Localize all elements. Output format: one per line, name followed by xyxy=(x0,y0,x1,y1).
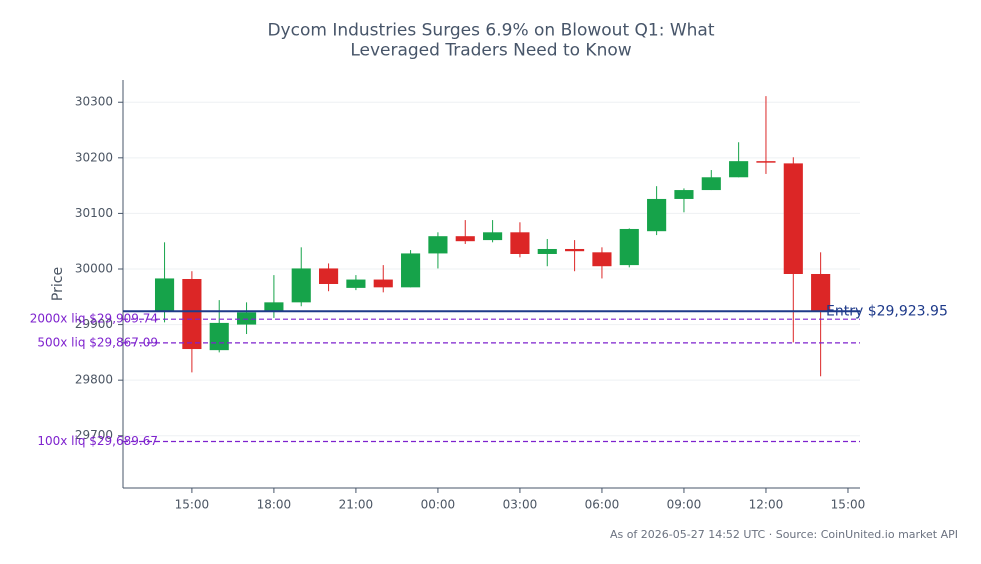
chart-title: Dycom Industries Surges 6.9% on Blowout … xyxy=(267,20,714,60)
y-tick-label: 30300 xyxy=(75,95,113,109)
x-tick-label: 21:00 xyxy=(339,498,374,512)
candle-body xyxy=(264,302,284,312)
candle-body xyxy=(783,163,803,274)
candle-body xyxy=(154,278,175,312)
candle-body xyxy=(401,253,421,288)
candle-body xyxy=(346,279,366,288)
x-tick-label: 15:00 xyxy=(831,498,866,512)
y-tick-label: 29900 xyxy=(75,317,113,331)
y-tick-label: 29800 xyxy=(75,373,113,387)
x-tick-label: 18:00 xyxy=(257,498,292,512)
candle-body xyxy=(483,232,503,241)
candle-body xyxy=(182,278,202,350)
reference-label: Entry $29,923.95 xyxy=(826,303,948,319)
candle-body xyxy=(811,273,831,312)
candle-body xyxy=(756,161,776,163)
candle-body xyxy=(729,161,749,178)
candle-body xyxy=(428,236,448,254)
reference-label: 100x liq $29,689.67 xyxy=(37,434,158,448)
candle-body xyxy=(619,228,639,266)
reference-label: 2000x liq $29,909.74 xyxy=(30,312,158,326)
candle-body xyxy=(674,190,694,199)
candle-body xyxy=(373,279,393,288)
candle-body xyxy=(537,248,557,254)
candle-body xyxy=(647,198,667,232)
candle-body xyxy=(319,268,339,284)
candle-body xyxy=(592,252,612,267)
reference-label: 500x liq $29,867.09 xyxy=(37,335,158,349)
x-tick-label: 09:00 xyxy=(667,498,702,512)
x-tick-label: 06:00 xyxy=(585,498,620,512)
candle-body xyxy=(701,177,721,191)
candle-body xyxy=(291,268,311,303)
x-tick-label: 15:00 xyxy=(175,498,210,512)
candle-body xyxy=(455,236,475,242)
y-tick-label: 29700 xyxy=(75,428,113,442)
x-tick-label: 03:00 xyxy=(503,498,538,512)
candle-body xyxy=(236,312,257,325)
y-tick-label: 30200 xyxy=(75,150,113,164)
y-tick-label: 30100 xyxy=(75,206,113,220)
candle-body xyxy=(565,248,585,252)
x-tick-label: 12:00 xyxy=(749,498,784,512)
candle-body xyxy=(209,322,229,351)
candle-body xyxy=(510,232,530,254)
y-axis-label: Price xyxy=(50,267,66,301)
y-tick-label: 30000 xyxy=(75,261,113,275)
footer: As of 2026-05-27 14:52 UTC · Source: Coi… xyxy=(610,528,958,541)
x-tick-label: 00:00 xyxy=(421,498,456,512)
